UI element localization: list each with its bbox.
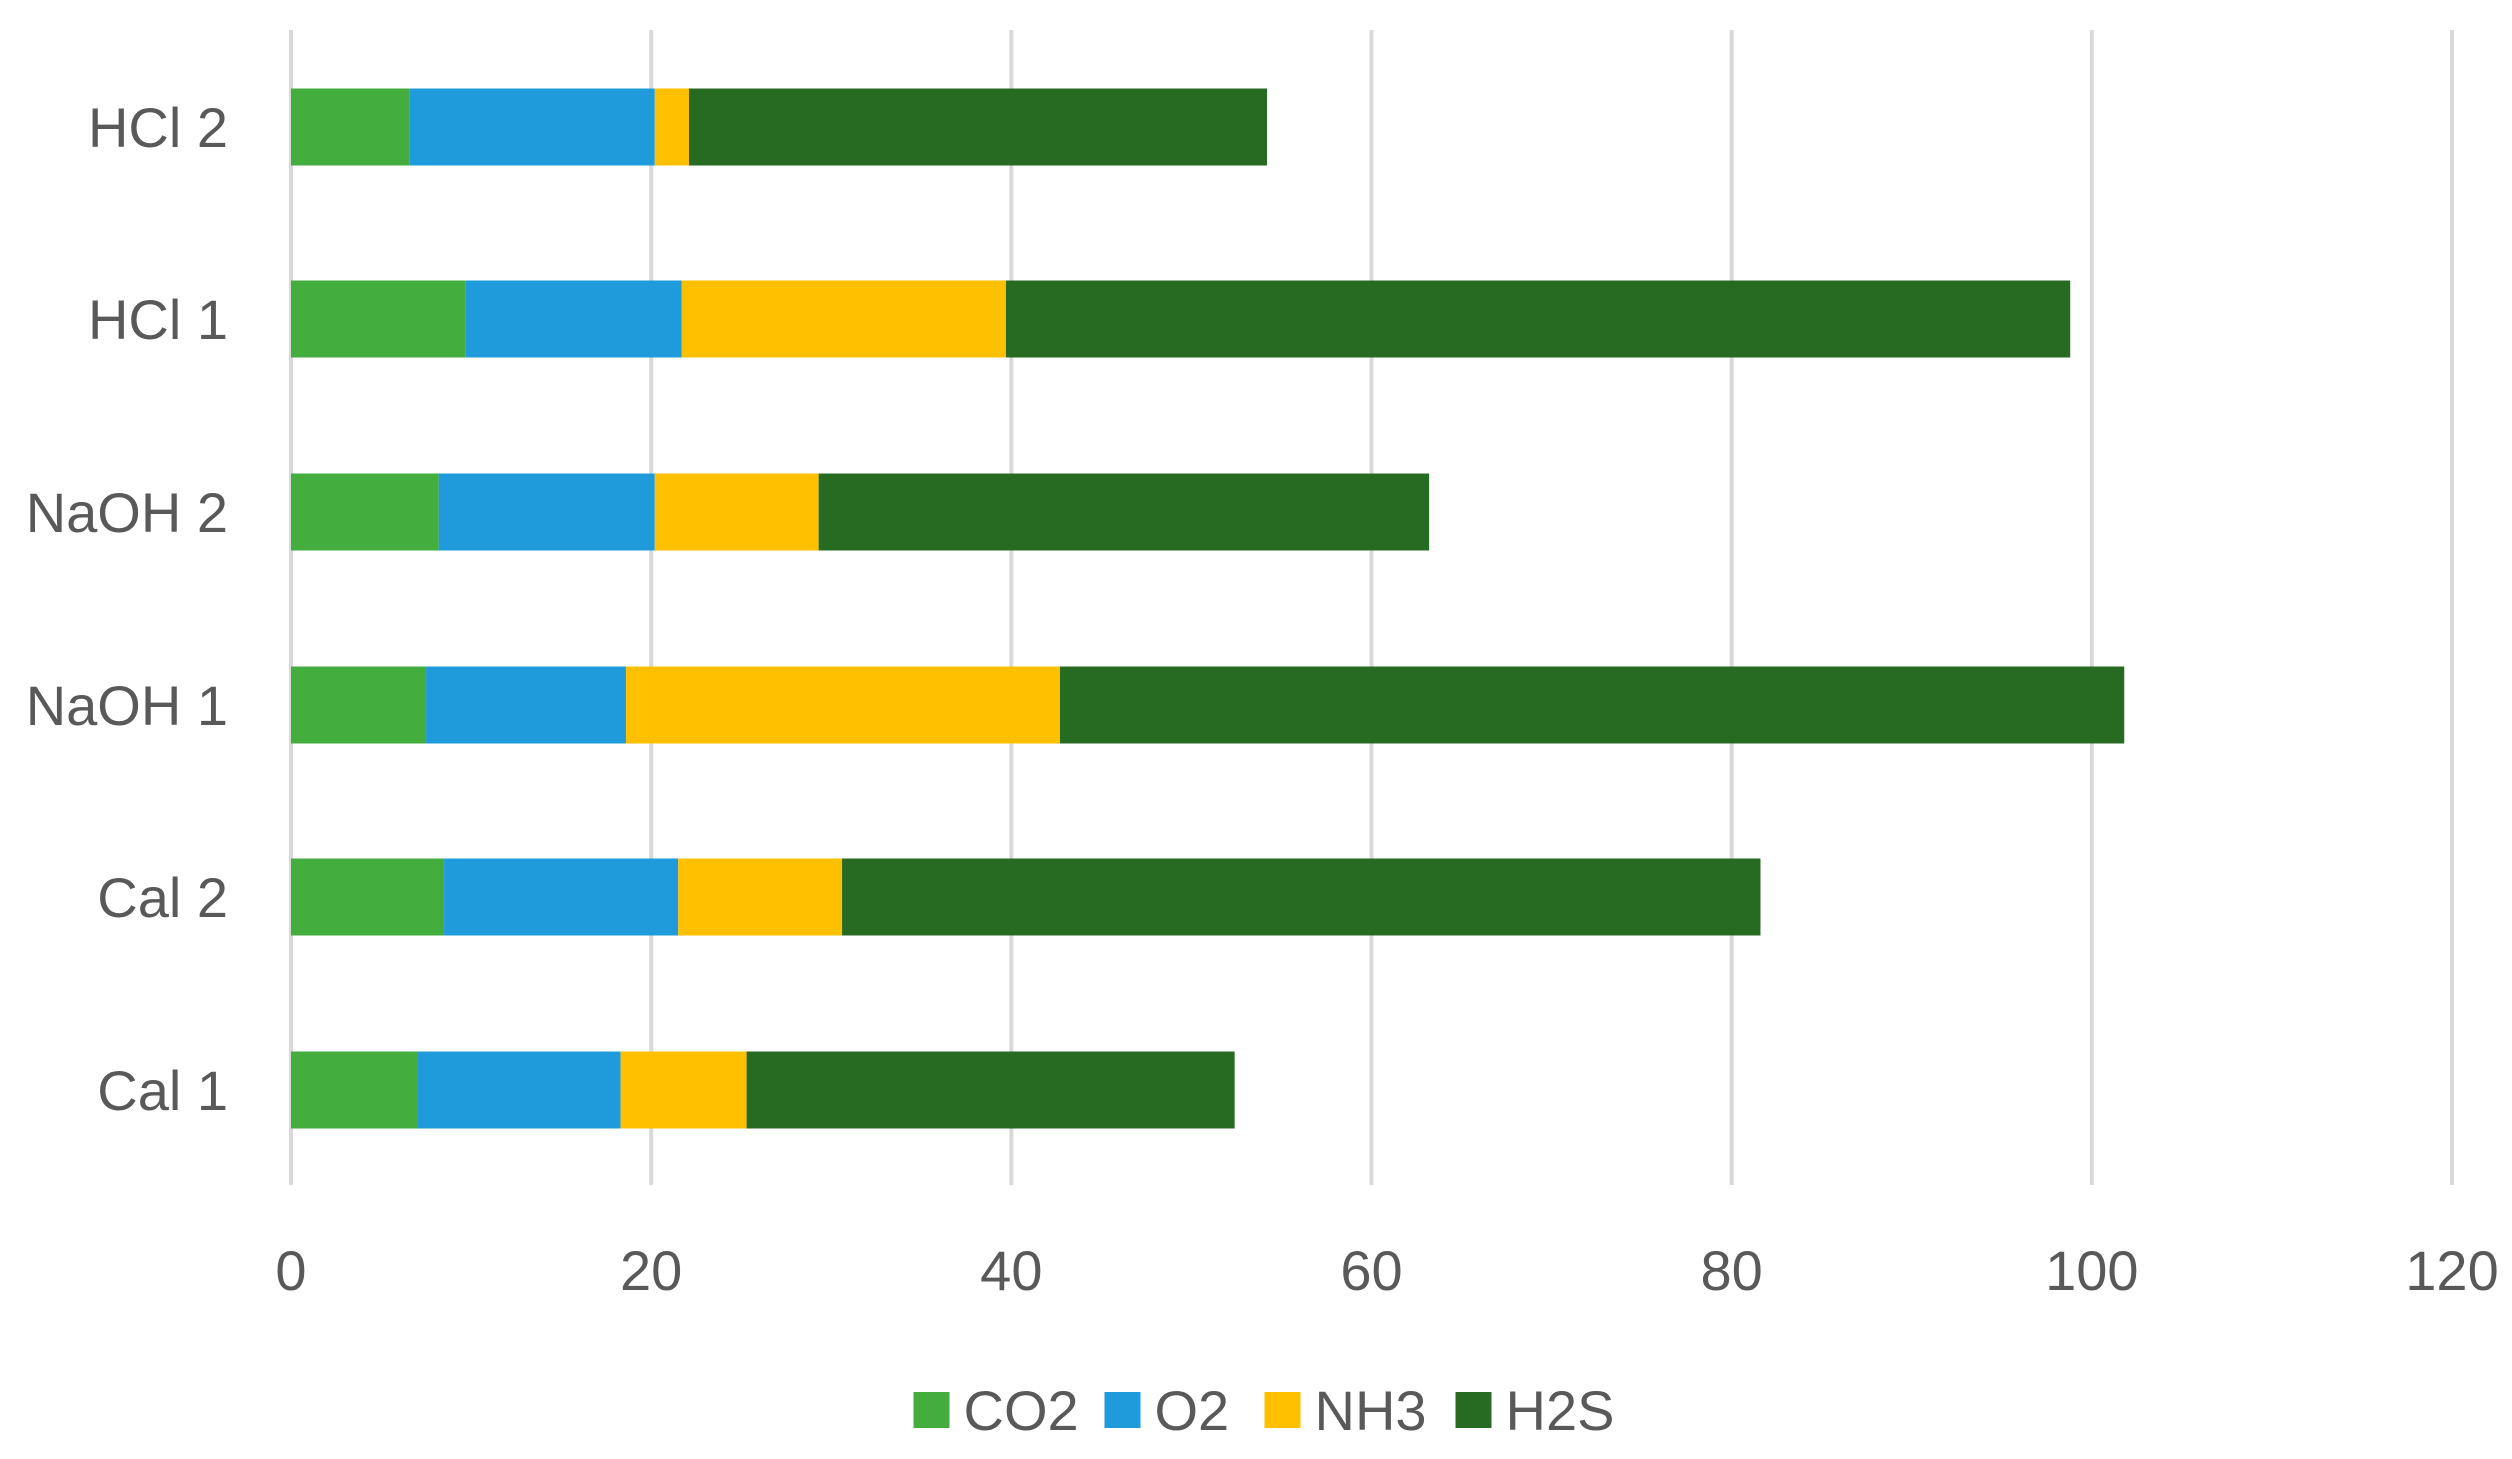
x-axis-ticks: 0 20 40 60 80 100 120 bbox=[275, 1239, 2498, 1302]
y-axis-categories: Cal 1 Cal 2 NaOH 1 NaOH 2 HCl 1 HCl 2 bbox=[26, 96, 228, 1122]
y-category-label: Cal 1 bbox=[97, 1059, 228, 1122]
bar-co2-naoh-2 bbox=[291, 473, 439, 551]
x-tick-label: 0 bbox=[275, 1239, 306, 1302]
legend-label-h2s: H2S bbox=[1506, 1379, 1615, 1442]
legend: CO2 O2 NH3 H2S bbox=[913, 1379, 1615, 1442]
bar-h2s-hcl-2 bbox=[688, 88, 1268, 166]
y-category-label: NaOH 1 bbox=[26, 674, 228, 737]
y-category-label: Cal 2 bbox=[97, 866, 228, 929]
bar-o2-cal-2 bbox=[444, 858, 679, 936]
x-tick-label: 100 bbox=[2045, 1239, 2138, 1302]
y-category-label: HCl 1 bbox=[88, 288, 228, 351]
bar-co2-hcl-2 bbox=[291, 88, 410, 166]
x-tick-label: 80 bbox=[1701, 1239, 1763, 1302]
bar-h2s-naoh-2 bbox=[818, 473, 1430, 551]
x-tick-label: 20 bbox=[620, 1239, 682, 1302]
x-tick-label: 60 bbox=[1340, 1239, 1402, 1302]
bar-o2-cal-1 bbox=[417, 1051, 621, 1129]
legend-label-co2: CO2 bbox=[964, 1379, 1079, 1442]
bar-nh3-naoh-2 bbox=[654, 473, 819, 551]
bar-nh3-hcl-1 bbox=[681, 280, 1006, 358]
bar-h2s-naoh-1 bbox=[1059, 666, 2125, 744]
x-tick-label: 120 bbox=[2405, 1239, 2498, 1302]
legend-swatch-nh3 bbox=[1264, 1392, 1301, 1428]
legend-label-nh3: NH3 bbox=[1315, 1379, 1427, 1442]
bar-nh3-cal-1 bbox=[620, 1051, 747, 1129]
bars bbox=[291, 88, 2125, 1129]
bar-co2-hcl-1 bbox=[291, 280, 466, 358]
legend-swatch-o2 bbox=[1104, 1392, 1141, 1428]
bar-nh3-naoh-1 bbox=[625, 666, 1060, 744]
bar-co2-cal-1 bbox=[291, 1051, 418, 1129]
bar-nh3-cal-2 bbox=[678, 858, 843, 936]
bar-h2s-hcl-1 bbox=[1005, 280, 2071, 358]
legend-swatch-h2s bbox=[1455, 1392, 1492, 1428]
y-category-label: NaOH 2 bbox=[26, 481, 228, 544]
bar-o2-hcl-2 bbox=[409, 88, 655, 166]
bar-nh3-hcl-2 bbox=[654, 88, 689, 166]
bar-h2s-cal-1 bbox=[746, 1051, 1235, 1129]
bar-co2-naoh-1 bbox=[291, 666, 427, 744]
bar-co2-cal-2 bbox=[291, 858, 445, 936]
y-category-label: HCl 2 bbox=[88, 96, 228, 159]
bar-o2-hcl-1 bbox=[465, 280, 682, 358]
bar-h2s-cal-2 bbox=[842, 858, 1761, 936]
x-tick-label: 40 bbox=[980, 1239, 1042, 1302]
legend-swatch-co2 bbox=[913, 1392, 950, 1428]
gridlines bbox=[289, 30, 2454, 1185]
bar-o2-naoh-2 bbox=[438, 473, 655, 551]
bar-o2-naoh-1 bbox=[426, 666, 626, 744]
legend-label-o2: O2 bbox=[1155, 1379, 1230, 1442]
